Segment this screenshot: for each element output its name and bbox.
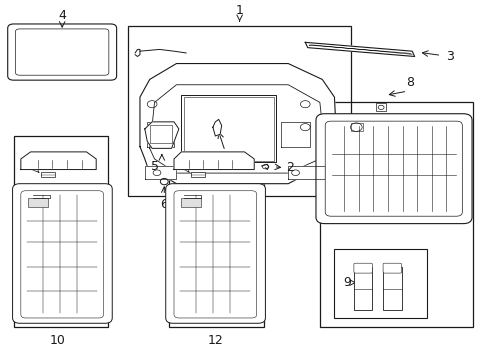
Polygon shape [144,166,176,179]
FancyBboxPatch shape [16,29,109,75]
FancyBboxPatch shape [13,184,112,323]
FancyBboxPatch shape [165,184,265,323]
Text: 6: 6 [160,198,168,211]
Text: 5: 5 [150,160,158,173]
FancyBboxPatch shape [21,191,103,318]
Bar [382,267,401,310]
Bar [319,102,472,327]
Bar [149,125,171,143]
Polygon shape [212,120,221,136]
Text: 10: 10 [49,334,65,347]
Text: 2: 2 [285,161,293,174]
Bar [169,136,264,327]
Text: 13: 13 [174,160,188,170]
Text: 7: 7 [221,153,228,166]
Bar [181,198,201,207]
FancyBboxPatch shape [382,263,401,273]
Bar [351,123,363,131]
Polygon shape [174,152,254,170]
Text: 4: 4 [58,9,66,22]
Text: 9: 9 [343,276,351,289]
Bar [334,249,426,318]
Text: 1: 1 [235,4,243,17]
Text: 8: 8 [405,76,413,89]
FancyBboxPatch shape [325,121,461,216]
Bar [127,26,351,196]
Polygon shape [21,152,96,170]
Polygon shape [287,166,324,179]
Polygon shape [305,42,414,57]
Polygon shape [140,64,336,184]
Text: 12: 12 [207,334,223,347]
Bar [191,172,204,177]
Text: 11: 11 [24,160,38,170]
Text: 3: 3 [446,50,453,63]
Bar [28,198,47,207]
Polygon shape [144,122,179,148]
FancyBboxPatch shape [353,263,372,273]
FancyBboxPatch shape [315,114,471,224]
Bar [14,136,108,327]
Bar [41,172,55,177]
Bar [375,103,386,111]
FancyBboxPatch shape [8,24,116,80]
Bar [353,267,372,310]
FancyBboxPatch shape [174,191,256,318]
